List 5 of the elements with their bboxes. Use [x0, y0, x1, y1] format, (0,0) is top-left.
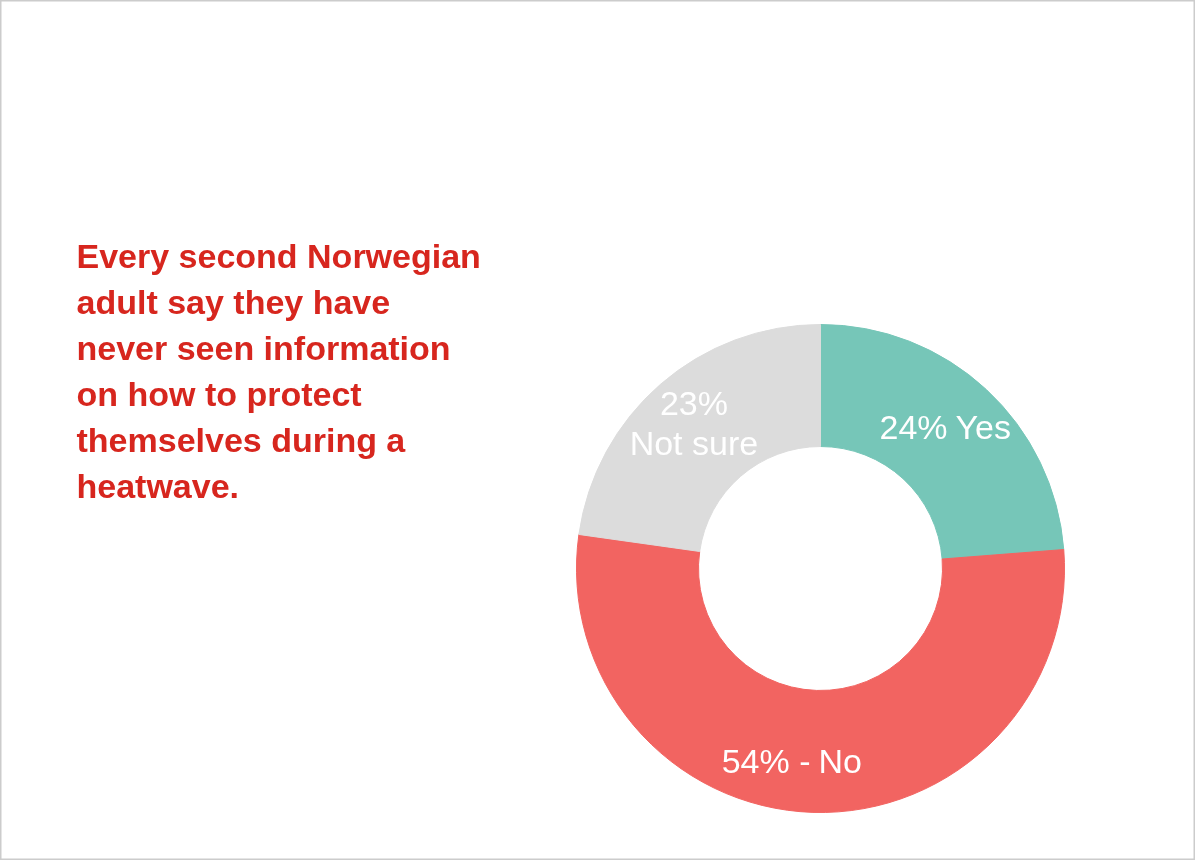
data-label: 54% - — [721, 742, 811, 781]
text: Every second Norwegian adult say they have never seen information on how to protect themselves during a heatwave. — [76, 236, 481, 505]
slice-label: Yes — [955, 407, 1012, 446]
data-label: 24% — [879, 407, 948, 446]
slice-label: No — [818, 742, 862, 781]
